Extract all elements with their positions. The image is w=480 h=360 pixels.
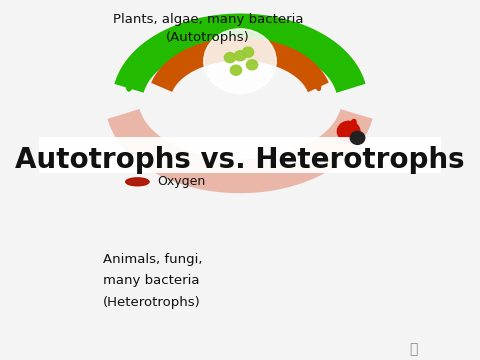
Ellipse shape bbox=[126, 178, 149, 186]
Text: (Heterotrophs): (Heterotrophs) bbox=[103, 296, 201, 309]
Text: many bacteria: many bacteria bbox=[103, 274, 200, 287]
Circle shape bbox=[204, 29, 276, 94]
Text: (Autotrophs): (Autotrophs) bbox=[166, 31, 250, 44]
Text: Plants, algae, many bacteria: Plants, algae, many bacteria bbox=[112, 13, 303, 26]
Circle shape bbox=[224, 53, 236, 63]
Circle shape bbox=[350, 131, 365, 144]
Circle shape bbox=[242, 47, 254, 57]
Circle shape bbox=[234, 51, 246, 61]
Text: Oxygen: Oxygen bbox=[157, 175, 206, 188]
Text: 🔈: 🔈 bbox=[409, 342, 417, 356]
Circle shape bbox=[230, 65, 241, 75]
Circle shape bbox=[246, 60, 258, 70]
Text: Animals, fungi,: Animals, fungi, bbox=[103, 253, 203, 266]
Text: Autotrophs vs. Heterotrophs: Autotrophs vs. Heterotrophs bbox=[15, 146, 465, 174]
FancyBboxPatch shape bbox=[31, 137, 449, 173]
Circle shape bbox=[337, 121, 360, 141]
